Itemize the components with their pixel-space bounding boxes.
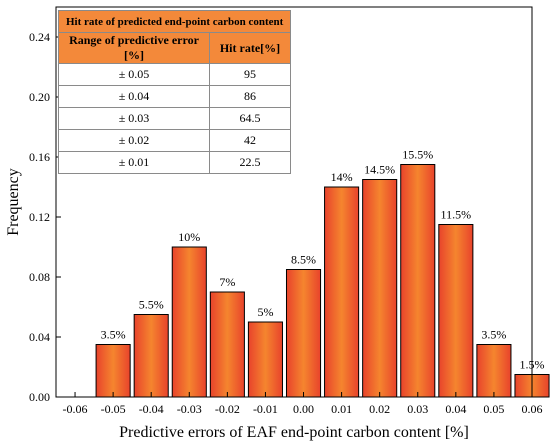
table-title: Hit rate of predicted end-point carbon c… — [58, 10, 291, 33]
table-cell-range: ± 0.02 — [58, 129, 210, 152]
table-header-range: Range of predictive error [%] — [58, 32, 210, 64]
bar-3 — [209, 291, 245, 398]
table-cell-rate: 22.5 — [209, 151, 291, 174]
y-ticks-layer: 0.00 0.04 0.08 0.12 0.16 0.20 0.24 — [29, 30, 61, 404]
table-cell-range: ± 0.05 — [58, 63, 210, 86]
y-axis-title: Frequency — [5, 168, 22, 236]
table-row: ± 0.01 22.5 — [58, 151, 291, 174]
bar-value-label-10: 3.5% — [481, 328, 506, 342]
x-tick-label-2: -0.04 — [139, 402, 164, 416]
hit-rate-table: Hit rate of predicted end-point carbon c… — [58, 10, 291, 174]
bar-value-label-5: 8.5% — [291, 253, 316, 267]
bar-10 — [476, 344, 512, 398]
bar-value-label-9: 11.5% — [441, 208, 472, 222]
y-tick-label-0: 0.00 — [29, 390, 50, 404]
x-tick-label-9: 0.03 — [407, 402, 428, 416]
table-cell-rate: 86 — [209, 85, 291, 108]
bar-value-label-6: 14% — [331, 170, 353, 184]
bar-7 — [362, 179, 398, 398]
x-tick-label-1: -0.05 — [101, 402, 126, 416]
bar-value-label-8: 15.5% — [402, 148, 433, 162]
bars-layer — [95, 164, 550, 398]
bar-value-label-4: 5% — [257, 305, 273, 319]
x-ticks-layer: -0.06 -0.05 -0.04 -0.03 -0.02 -0.01 0.00 0.01 0.… — [63, 392, 543, 416]
x-axis-title: Predictive errors of EAF end-point carbo… — [119, 424, 469, 441]
table-header-rate: Hit rate[%] — [209, 32, 291, 64]
x-tick-label-7: 0.01 — [331, 402, 352, 416]
table-row: ± 0.03 64.5 — [58, 107, 291, 130]
table-row: ± 0.04 86 — [58, 85, 291, 108]
x-tick-label-8: 0.02 — [369, 402, 390, 416]
table-cell-rate: 42 — [209, 129, 291, 152]
y-tick-label-6: 0.24 — [29, 30, 50, 44]
bar-0 — [95, 344, 131, 398]
table-cell-rate: 64.5 — [209, 107, 291, 130]
bar-value-label-3: 7% — [219, 275, 235, 289]
bar-value-label-2: 10% — [178, 230, 200, 244]
bar-value-label-1: 5.5% — [139, 298, 164, 312]
table-cell-range: ± 0.01 — [58, 151, 210, 174]
bar-value-label-7: 14.5% — [364, 163, 395, 177]
bar-5 — [285, 269, 322, 398]
table-header-row: Range of predictive error [%] Hit rate[%… — [58, 32, 291, 64]
y-tick-label-5: 0.20 — [29, 90, 50, 104]
bar-value-label-0: 3.5% — [101, 328, 126, 342]
plot-frame — [55, 6, 533, 398]
table-cell-range: ± 0.04 — [58, 85, 210, 108]
x-tick-label-11: 0.05 — [483, 402, 504, 416]
bar-9 — [438, 224, 474, 398]
y-tick-label-3: 0.12 — [29, 210, 50, 224]
table-cell-rate: 95 — [209, 63, 291, 86]
x-tick-label-3: -0.03 — [177, 402, 202, 416]
x-tick-label-5: -0.01 — [253, 402, 278, 416]
bar-2 — [171, 246, 207, 398]
table-row: ± 0.02 42 — [58, 129, 291, 152]
table-row: ± 0.05 95 — [58, 63, 291, 86]
x-tick-label-6: 0.00 — [293, 402, 314, 416]
axes-layer — [55, 6, 533, 398]
bar-1 — [133, 314, 169, 398]
y-tick-label-4: 0.16 — [29, 150, 50, 164]
y-tick-label-1: 0.04 — [29, 330, 50, 344]
x-tick-label-12: 0.06 — [522, 402, 543, 416]
bar-labels-layer: 3.5% 5.5% 10% 7% 5% 8.5% 14% 14.5% 15.5% 11.5% 3.5… — [101, 148, 545, 372]
x-tick-label-4: -0.02 — [215, 402, 240, 416]
y-tick-label-2: 0.08 — [29, 270, 50, 284]
table-cell-range: ± 0.03 — [58, 107, 210, 130]
x-tick-label-10: 0.04 — [445, 402, 466, 416]
x-tick-label-0: -0.06 — [63, 402, 88, 416]
bar-8 — [400, 164, 436, 398]
bar-4 — [247, 321, 283, 398]
table-title-row: Hit rate of predicted end-point carbon c… — [58, 10, 291, 33]
bar-6 — [324, 186, 360, 398]
